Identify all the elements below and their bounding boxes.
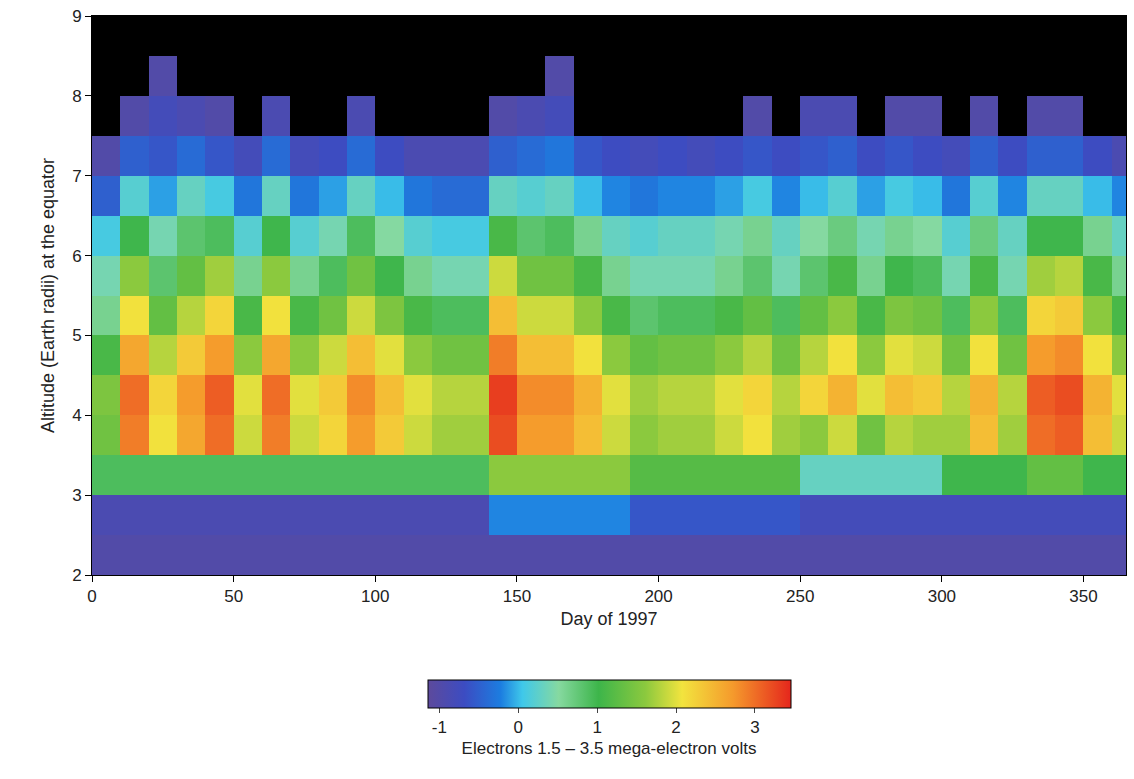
svg-text:2: 2 (72, 566, 81, 585)
svg-text:6: 6 (72, 247, 81, 266)
svg-text:250: 250 (786, 587, 814, 606)
svg-text:300: 300 (928, 587, 956, 606)
svg-text:5: 5 (72, 326, 81, 345)
svg-text:50: 50 (224, 587, 243, 606)
svg-text:1: 1 (592, 718, 601, 737)
svg-text:350: 350 (1069, 587, 1097, 606)
svg-text:0: 0 (87, 587, 96, 606)
svg-text:Day of 1997: Day of 1997 (560, 609, 657, 629)
svg-text:3: 3 (72, 486, 81, 505)
svg-text:Altitude (Earth radii) at the: Altitude (Earth radii) at the equator (38, 158, 58, 433)
svg-text:200: 200 (644, 587, 672, 606)
svg-text:3: 3 (750, 718, 759, 737)
svg-text:2: 2 (671, 718, 680, 737)
svg-text:9: 9 (72, 7, 81, 26)
svg-text:0: 0 (514, 718, 523, 737)
svg-text:Electrons 1.5 – 3.5 mega-elect: Electrons 1.5 – 3.5 mega-electron volts (462, 739, 757, 758)
svg-text:-1: -1 (432, 718, 447, 737)
svg-text:7: 7 (72, 167, 81, 186)
svg-text:8: 8 (72, 87, 81, 106)
svg-text:100: 100 (361, 587, 389, 606)
svg-text:150: 150 (503, 587, 531, 606)
svg-text:4: 4 (72, 406, 81, 425)
